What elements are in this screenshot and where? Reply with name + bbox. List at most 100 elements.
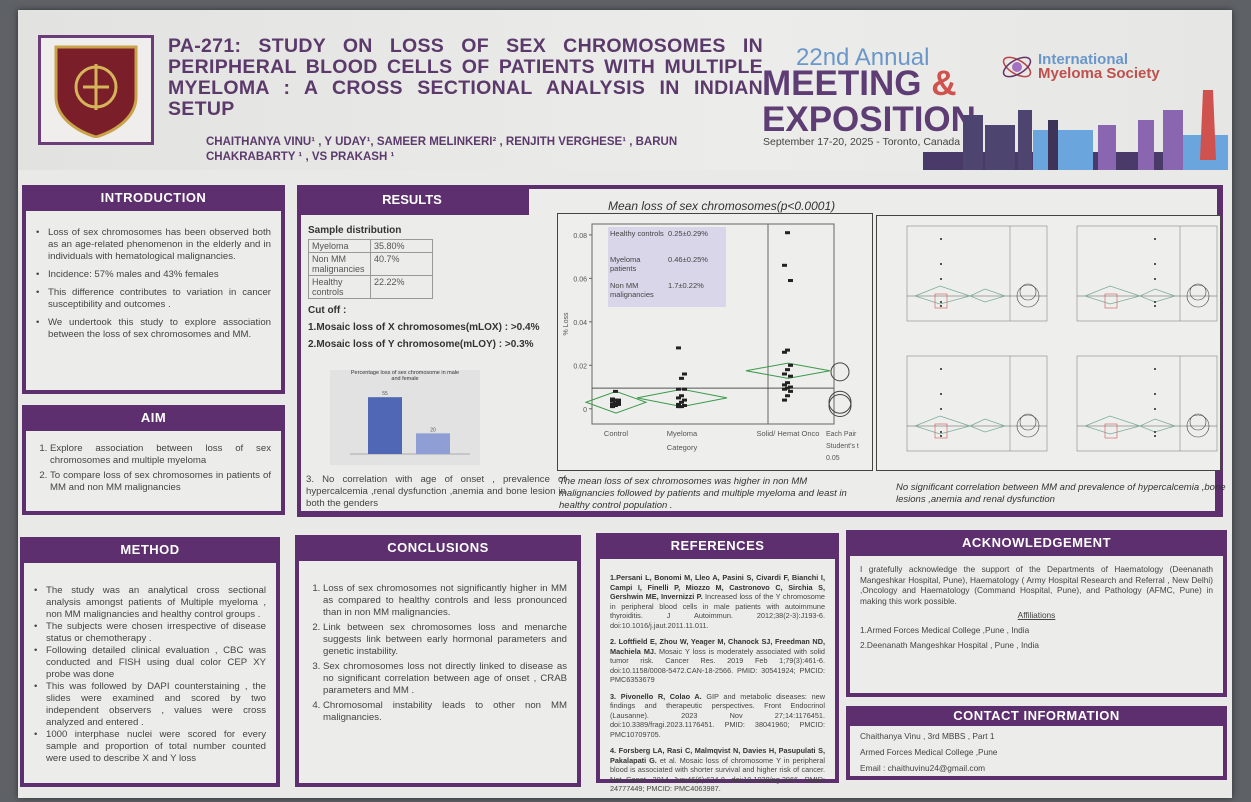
legend-row: Myeloma patients 0.46±0.25% — [610, 255, 724, 281]
legend-value: 0.46±0.25% — [668, 255, 708, 264]
plot-area — [591, 223, 835, 425]
subplot-point — [1154, 278, 1156, 280]
comparison-label: Each Pair — [826, 431, 857, 438]
conference-date: September 17-20, 2025 - Toronto, Canada — [763, 136, 961, 148]
subplot-point — [1154, 305, 1156, 307]
bar-data-label: 55 — [382, 391, 388, 397]
data-point — [616, 402, 621, 406]
subplot-diamond — [1083, 285, 1142, 305]
subplot-point — [1154, 238, 1156, 240]
cutoff-title: Cut off : — [308, 305, 347, 316]
subplot-point — [940, 301, 942, 303]
legend-value: 0.25±0.29% — [668, 229, 708, 238]
method-heading: METHOD — [120, 542, 180, 557]
data-point — [782, 387, 787, 391]
method-item: The study was an analytical cross sectio… — [34, 585, 266, 621]
subplot-diamond — [1083, 415, 1142, 435]
society-line1: International — [1038, 51, 1129, 68]
subplot-point — [940, 431, 942, 433]
introduction-section: INTRODUCTION Loss of sex chromosomes has… — [22, 185, 285, 394]
data-point — [679, 394, 684, 398]
data-point — [785, 231, 790, 235]
aim-item: Explore association between loss of sex … — [50, 443, 271, 467]
subplot-frame — [906, 355, 1048, 452]
subplot-circle — [1186, 414, 1210, 438]
data-point — [610, 402, 615, 406]
x-tick-label: Myeloma — [667, 429, 698, 438]
acknowledgement-text: I gratefully acknowledge the support of … — [860, 564, 1213, 606]
data-point — [610, 399, 615, 403]
data-point — [679, 405, 684, 409]
data-point — [782, 372, 787, 376]
y-tick-label: 0 — [583, 407, 587, 414]
introduction-item: Incidence: 57% males and 43% females — [36, 269, 271, 281]
table-row: Non MM malignancies 40.7% — [308, 252, 433, 276]
contact-institution: Armed Forces Medical College ,Pune — [860, 747, 998, 757]
poster-title: PA-271: STUDY ON LOSS OF SEX CHROMOSOMES… — [168, 35, 763, 120]
y-tick-label: 0.08 — [573, 233, 587, 240]
correlation-caption: No significant correlation between MM an… — [896, 482, 1226, 505]
reference-authors: 3. Pivonello R, Colao A. — [610, 691, 702, 701]
data-point — [610, 405, 615, 409]
subplot-diamond — [913, 415, 972, 435]
subplot-point — [940, 263, 942, 265]
conclusion-item: Chromosomal instability leads to other n… — [323, 700, 567, 724]
data-point — [682, 372, 687, 376]
conclusion-item: Link between sex chromosomes loss and me… — [323, 622, 567, 658]
sample-distribution-title: Sample distribution — [308, 225, 402, 236]
subplot-point — [940, 408, 942, 410]
subplot-frame — [1076, 225, 1218, 322]
conference-amp: & — [931, 64, 957, 103]
poster-header: PA-271: STUDY ON LOSS OF SEX CHROMOSOMES… — [18, 10, 1232, 170]
data-point — [782, 263, 787, 267]
correlation-charts — [906, 225, 1218, 452]
table-row: Myeloma 35.80% — [308, 239, 433, 253]
college-crest-logo — [38, 35, 154, 145]
legend-value: 1.7±0.22% — [668, 281, 704, 290]
subplot-diamond — [969, 288, 1007, 303]
data-point — [682, 387, 687, 391]
legend-label: Non MM malignancies — [610, 281, 654, 299]
gender-bar-chart: Percentage loss of sex chromosome in mal… — [330, 370, 480, 465]
reference-authors: 1.Persani L, Bonomi M, Lleo A, Pasini S,… — [610, 573, 825, 601]
aim-item: To compare loss of sex chromosomes in pa… — [50, 470, 271, 494]
conference-expo: EXPOSITION — [762, 100, 976, 139]
y-tick-label: 0.04 — [573, 320, 587, 327]
table-cell: Non MM malignancies — [308, 252, 371, 276]
conference-edition: 22nd Annual — [796, 44, 930, 71]
method-item: Following detailed clinical evaluation ,… — [34, 645, 266, 681]
conference-meeting: MEETING — [762, 64, 922, 103]
reference-authors: 4. Forsberg LA, Rasi C, Malmqvist N, Dav… — [610, 746, 825, 765]
results-heading: RESULTS — [297, 185, 527, 215]
reference-text: Mosaic Y loss is moderately associated w… — [610, 646, 825, 685]
acknowledgement-heading: ACKNOWLEDGEMENT — [961, 535, 1112, 550]
data-point — [613, 389, 618, 393]
method-item: This was followed by DAPI counterstainin… — [34, 681, 266, 729]
y-axis-label: % Loss — [563, 312, 570, 335]
subplot-point — [1154, 431, 1156, 433]
subplot-box — [934, 293, 948, 309]
correlation-charts-frame — [876, 215, 1221, 471]
subplot-diamond — [1139, 418, 1177, 433]
contact-section: CONTACT INFORMATION Chaithanya Vinu , 3r… — [846, 706, 1227, 780]
subplot-box — [1104, 293, 1118, 309]
data-point — [782, 383, 787, 387]
data-point — [682, 404, 687, 408]
subplot-point — [1154, 368, 1156, 370]
contact-email[interactable]: Email : chaithuvinu24@gmail.com — [860, 763, 986, 773]
affiliation-item: 1.Armed Forces Medical College ,Pune , I… — [860, 624, 1030, 635]
data-point — [785, 386, 790, 390]
data-point — [782, 350, 787, 354]
data-point — [788, 374, 793, 378]
bar — [368, 397, 402, 454]
data-point — [679, 400, 684, 404]
legend-label: Myeloma patients — [610, 255, 641, 273]
subplot-point — [940, 305, 942, 307]
conclusion-item: Sex chromosomes loss not directly linked… — [323, 661, 567, 697]
comparison-label: Student's t — [826, 443, 859, 450]
subplot-diamond — [1139, 288, 1177, 303]
society-line2: Myeloma Society — [1038, 65, 1160, 82]
comparison-label: 0.05 — [826, 455, 840, 462]
poster-authors: CHAITHANYA VINU¹ , Y UDAY¹, SAMEER MELIN… — [206, 136, 678, 163]
subplot-circle — [1019, 413, 1037, 431]
